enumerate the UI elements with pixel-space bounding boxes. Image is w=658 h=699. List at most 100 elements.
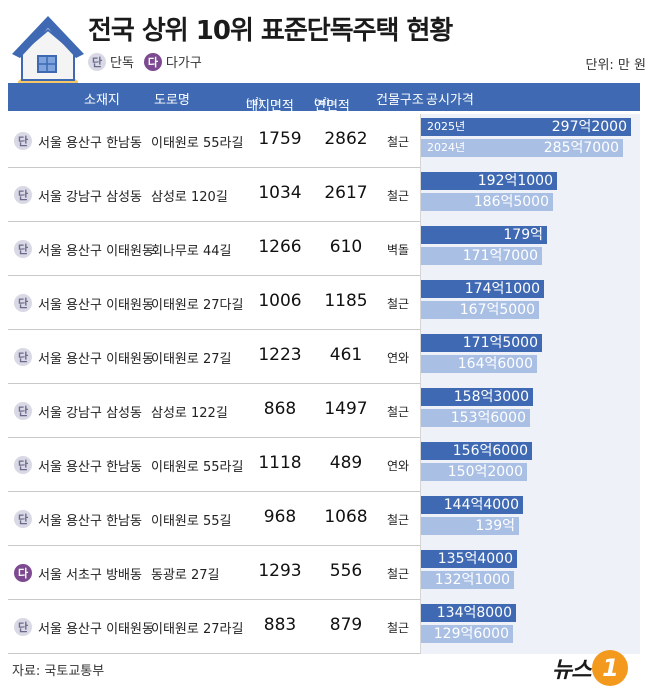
land-area-cell: 883 xyxy=(263,615,297,635)
header-road: 도로명 xyxy=(154,93,190,108)
single-house-badge: 단 xyxy=(14,132,32,150)
floor-area-cell: 1068 xyxy=(324,507,368,527)
land-area-cell: 1293 xyxy=(258,561,302,581)
floor-area-cell: 461 xyxy=(329,345,363,365)
price-bar-2024: 171억7000 xyxy=(421,247,542,265)
header-price: 공시가격 xyxy=(426,93,474,108)
logo-text: 뉴스 xyxy=(552,658,591,683)
header-location: 소재지 xyxy=(84,93,120,108)
price-bar-2025: 135억4000 xyxy=(421,550,517,568)
road-cell: 이태원로 55라길 xyxy=(151,136,244,151)
price-bar-2024: 129억6000 xyxy=(421,625,513,643)
structure-cell: 철근 xyxy=(386,297,410,311)
single-house-badge: 단 xyxy=(14,618,32,636)
price-label: 285억7000 xyxy=(543,140,619,156)
structure-cell: 연와 xyxy=(386,351,410,365)
road-cell: 회나무로 44길 xyxy=(151,244,232,259)
road-cell: 이태원로 27다길 xyxy=(151,298,244,313)
data-table: 단 서울 용산구 한남동 이태원로 55라길 1759 2862 철근 2025년 297억2… xyxy=(8,114,640,654)
structure-cell: 철근 xyxy=(386,189,410,203)
legend: 단 단독 다 다가구 xyxy=(88,52,212,71)
price-bars: 158억3000 153억6000 xyxy=(420,384,640,438)
price-bar-2024: 132억1000 xyxy=(421,571,514,589)
source-note: 자료: 국토교통부 xyxy=(12,664,105,679)
price-bar-2024: 186억5000 xyxy=(421,193,553,211)
price-label: 139억 xyxy=(475,518,515,534)
price-label: 297억2000 xyxy=(551,119,627,135)
structure-cell: 철근 xyxy=(386,567,410,581)
road-cell: 동광로 27길 xyxy=(151,568,220,583)
price-bar-2024: 164억6000 xyxy=(421,355,537,373)
location-cell: 서울 용산구 이태원동 xyxy=(38,298,154,313)
location-cell: 서울 용산구 한남동 xyxy=(38,460,142,475)
price-label: 132억1000 xyxy=(434,572,510,588)
single-house-badge: 단 xyxy=(14,186,32,204)
price-bars: 179억 171억7000 xyxy=(420,222,640,276)
table-row: 단 서울 용산구 한남동 이태원로 55라길 1118 489 연와 156억6000 150… xyxy=(8,438,640,492)
price-label: 164억6000 xyxy=(457,356,533,372)
table-row: 단 서울 용산구 이태원동 회나무로 44길 1266 610 벽돌 179억 171억700… xyxy=(8,222,640,276)
table-row: 단 서울 강남구 삼성동 삼성로 120길 1034 2617 철근 192억1000 186… xyxy=(8,168,640,222)
table-header: 소재지 도로명 대지면적 (㎡) 연면적 (㎡) 건물구조 공시가격 xyxy=(8,83,640,114)
price-bar-2025: 2025년 297억2000 xyxy=(421,118,631,136)
price-label: 192억1000 xyxy=(477,173,553,189)
floor-area-cell: 2617 xyxy=(324,183,368,203)
price-label: 144억4000 xyxy=(443,497,519,513)
price-bar-2025: 134억8000 xyxy=(421,604,516,622)
price-label: 186억5000 xyxy=(473,194,549,210)
price-label: 153억6000 xyxy=(450,410,526,426)
price-bar-2025: 192억1000 xyxy=(421,172,557,190)
price-bar-2025: 158억3000 xyxy=(421,388,533,406)
land-area-cell: 1266 xyxy=(258,237,302,257)
location-cell: 서울 강남구 삼성동 xyxy=(38,190,142,205)
price-bar-2024: 150억2000 xyxy=(421,463,527,481)
land-area-cell: 868 xyxy=(263,399,297,419)
price-label: 135억4000 xyxy=(437,551,513,567)
road-cell: 이태원로 27길 xyxy=(151,352,232,367)
single-house-badge: 단 xyxy=(14,456,32,474)
location-cell: 서울 용산구 이태원동 xyxy=(38,244,154,259)
road-cell: 삼성로 122길 xyxy=(151,406,228,421)
price-bars: 171억5000 164억6000 xyxy=(420,330,640,384)
multi-house-label: 다가구 xyxy=(165,56,202,71)
price-label: 174억1000 xyxy=(464,281,540,297)
land-area-cell: 1759 xyxy=(258,129,302,149)
price-bars: 134억8000 129억6000 xyxy=(420,600,640,654)
structure-cell: 연와 xyxy=(386,459,410,473)
price-bar-2025: 171억5000 xyxy=(421,334,542,352)
floor-area-cell: 610 xyxy=(329,237,363,257)
price-bars: 135억4000 132억1000 xyxy=(420,546,640,600)
price-bars: 192억1000 186억5000 xyxy=(420,168,640,222)
land-area-cell: 1223 xyxy=(258,345,302,365)
road-cell: 이태원로 55길 xyxy=(151,514,232,529)
price-bar-2025: 179억 xyxy=(421,226,547,244)
road-cell: 이태원로 27라길 xyxy=(151,622,244,637)
floor-area-cell: 1185 xyxy=(324,291,368,311)
price-bars: 156억6000 150억2000 xyxy=(420,438,640,492)
header-structure: 건물구조 xyxy=(376,93,424,108)
multi-house-badge: 다 xyxy=(143,52,162,71)
price-label: 158억3000 xyxy=(453,389,529,405)
multi-house-badge: 다 xyxy=(14,564,32,582)
price-bar-2024: 139억 xyxy=(421,517,519,535)
price-label: 179억 xyxy=(503,227,543,243)
land-area-cell: 1034 xyxy=(258,183,302,203)
price-label: 129억6000 xyxy=(433,626,509,642)
location-cell: 서울 서초구 방배동 xyxy=(38,568,142,583)
unit-label: 단위: 만 원 xyxy=(585,58,647,73)
single-house-badge: 단 xyxy=(14,402,32,420)
structure-cell: 철근 xyxy=(386,135,410,149)
price-label: 171억5000 xyxy=(462,335,538,351)
page-title: 전국 상위 10위 표준단독주택 현황 xyxy=(88,16,453,46)
price-label: 150억2000 xyxy=(447,464,523,480)
price-label: 171억7000 xyxy=(462,248,538,264)
location-cell: 서울 용산구 한남동 xyxy=(38,514,142,529)
year-label: 2025년 xyxy=(427,120,466,133)
floor-area-cell: 879 xyxy=(329,615,363,635)
price-bar-2024: 2024년 285억7000 xyxy=(421,139,623,157)
price-bar-2024: 153억6000 xyxy=(421,409,530,427)
location-cell: 서울 강남구 삼성동 xyxy=(38,406,142,421)
price-label: 134억8000 xyxy=(436,605,512,621)
news1-logo: 뉴스 1 xyxy=(552,650,629,686)
single-house-badge: 단 xyxy=(88,52,106,71)
